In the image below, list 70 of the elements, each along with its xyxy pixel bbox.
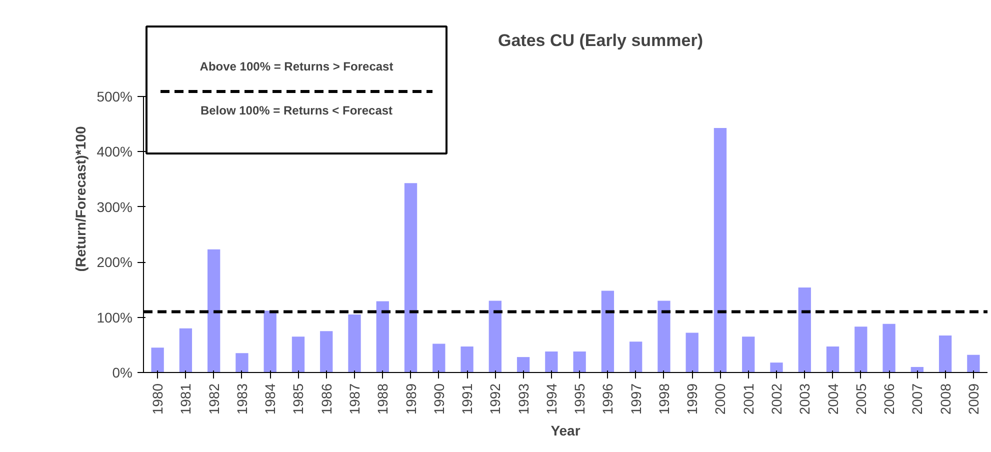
x-tick-label: 2008 — [937, 383, 954, 415]
bar — [714, 128, 727, 372]
chart-title: Gates CU (Early summer) — [498, 31, 704, 50]
y-tick-label: 400% — [96, 144, 133, 160]
text: Above 100% = Returns > Forecast — [200, 60, 394, 74]
x-tick-label: 1994 — [543, 383, 560, 415]
x-tick-label: 2003 — [796, 383, 813, 415]
bar — [938, 336, 952, 372]
bar — [658, 300, 670, 372]
bar — [488, 300, 502, 372]
y-axis-title: (Return/Forecast)*100 — [72, 126, 89, 272]
bar — [882, 324, 896, 372]
x-tick-label: 2009 — [965, 383, 982, 415]
x-tick-label: 2004 — [824, 383, 841, 415]
y-tick-label: 300% — [96, 198, 133, 215]
bar — [151, 348, 164, 372]
bar — [686, 332, 698, 372]
x-tick-label: 1988 — [374, 383, 391, 415]
bar — [770, 362, 783, 372]
bar — [545, 352, 558, 372]
y-tick-label: 0% — [112, 364, 132, 380]
bar — [742, 336, 755, 372]
bar — [264, 310, 276, 372]
bar — [460, 346, 474, 372]
x-tick-label: 1992 — [487, 383, 504, 415]
x-tick-label: 1998 — [656, 383, 672, 415]
x-tick-label: 1991 — [459, 383, 476, 415]
bar — [348, 314, 361, 372]
x-tick-label: 1982 — [206, 383, 222, 415]
bar — [573, 352, 586, 372]
bar — [967, 354, 980, 372]
x-tick-label: 1980 — [150, 383, 166, 415]
bar — [236, 353, 248, 372]
x-tick-label: 2005 — [852, 383, 869, 415]
bar — [179, 328, 192, 372]
x-tick-label: 1983 — [234, 383, 250, 415]
bar — [432, 344, 446, 372]
x-tick-label: 1987 — [346, 383, 362, 415]
annotation: Below 100% = Returns < Forecast — [200, 104, 393, 118]
y-tick-label: 200% — [96, 254, 133, 270]
x-tick-label: 1986 — [318, 383, 334, 415]
x-tick-label: 1981 — [178, 383, 194, 415]
x-tick-label: 1990 — [430, 383, 447, 415]
bar — [404, 183, 418, 372]
bar — [208, 249, 220, 372]
x-tick-label: 1984 — [262, 383, 278, 415]
x-tick-label: 2006 — [881, 383, 898, 415]
x-tick-label: 1989 — [402, 383, 419, 415]
x-tick-label: 1995 — [572, 383, 588, 415]
bar — [854, 326, 868, 372]
y-tick-label: 100% — [96, 309, 133, 326]
x-tick-label: 1993 — [515, 383, 532, 415]
x-tick-label: 2002 — [768, 383, 784, 415]
y-tick-label: 500% — [96, 88, 133, 104]
bar — [630, 342, 642, 372]
bar — [320, 331, 333, 372]
bar — [601, 290, 614, 372]
bar — [516, 357, 530, 372]
bar — [798, 287, 811, 372]
x-tick-label: 2001 — [740, 383, 756, 415]
x-tick-label: 2000 — [712, 383, 728, 415]
x-tick-label: 2007 — [909, 383, 926, 415]
x-tick-label: 1999 — [684, 383, 700, 415]
x-tick-label: 1997 — [628, 383, 644, 415]
bar — [376, 301, 389, 372]
bar — [826, 346, 840, 372]
x-tick-label: 1985 — [290, 383, 306, 415]
bar — [292, 336, 305, 372]
x-tick-label: 1996 — [600, 383, 616, 415]
x-axis-title: Year — [550, 422, 581, 439]
